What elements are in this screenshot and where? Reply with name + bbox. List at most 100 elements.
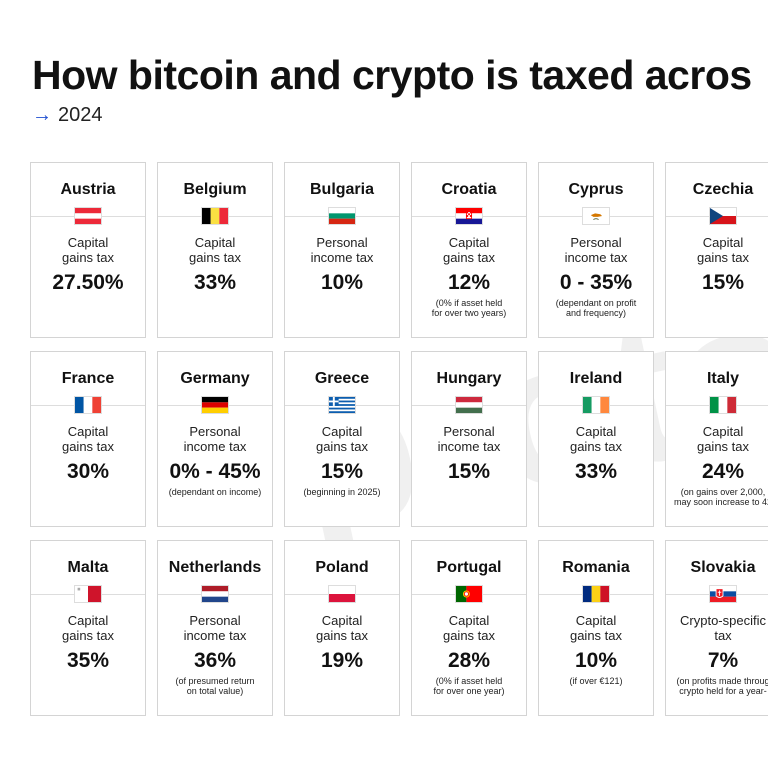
- divider: [666, 207, 768, 225]
- slovakia-flag-icon: [709, 585, 737, 603]
- tax-type: Capital gains tax: [442, 613, 496, 643]
- country-name: Germany: [180, 370, 250, 387]
- country-name: Bulgaria: [309, 181, 374, 198]
- country-card-france: France Capital gains tax 30%: [30, 351, 146, 527]
- tax-rate: 33%: [574, 460, 618, 483]
- tax-rate: 10%: [320, 271, 364, 294]
- romania-flag-icon: [582, 585, 610, 603]
- tax-type: Personal income tax: [310, 235, 374, 265]
- divider: [158, 585, 272, 603]
- country-name: Croatia: [441, 181, 497, 198]
- divider: [539, 207, 653, 225]
- divider: [412, 207, 526, 225]
- tax-type: Personal income tax: [437, 424, 501, 454]
- tax-type: Capital gains tax: [696, 424, 750, 454]
- year-label: 2024: [58, 104, 103, 126]
- croatia-flag-icon: [455, 207, 483, 225]
- tax-rate: 19%: [320, 649, 364, 672]
- tax-rate: 27.50%: [52, 271, 124, 294]
- tax-type: Personal income tax: [183, 613, 247, 643]
- country-name: Portugal: [436, 559, 502, 576]
- tax-rate: 15%: [320, 460, 364, 483]
- divider: [539, 396, 653, 414]
- tax-note: (on gains over 2,000, may soon increase …: [673, 487, 768, 507]
- tax-type: Capital gains tax: [696, 235, 750, 265]
- country-card-cyprus: Cyprus Personal income tax 0 - 35% (dependa…: [538, 162, 654, 338]
- czechia-flag-icon: [709, 207, 737, 225]
- tax-type: Personal income tax: [183, 424, 247, 454]
- divider: [31, 396, 145, 414]
- tax-type: Capital gains tax: [315, 424, 369, 454]
- country-name: Hungary: [436, 370, 502, 387]
- bulgaria-flag-icon: [328, 207, 356, 225]
- country-name: Malta: [67, 559, 109, 576]
- tax-note: (0% if asset held for over two years): [431, 298, 507, 318]
- greece-flag-icon: [328, 396, 356, 414]
- tax-type: Capital gains tax: [315, 613, 369, 643]
- tax-rate: 7%: [707, 649, 739, 672]
- divider: [31, 207, 145, 225]
- france-flag-icon: [74, 396, 102, 414]
- hungary-flag-icon: [455, 396, 483, 414]
- country-name: France: [61, 370, 115, 387]
- country-name: Cyprus: [568, 181, 624, 198]
- country-card-germany: Germany Personal income tax 0% - 45% (depen…: [157, 351, 273, 527]
- tax-rate: 28%: [447, 649, 491, 672]
- country-name: Czechia: [692, 181, 754, 198]
- italy-flag-icon: [709, 396, 737, 414]
- country-name: Italy: [706, 370, 739, 387]
- tax-rate: 0 - 35%: [559, 271, 633, 294]
- tax-type: Capital gains tax: [61, 613, 115, 643]
- country-card-ireland: Ireland Capital gains tax 33%: [538, 351, 654, 527]
- country-card-bulgaria: Bulgaria Personal income tax 10%: [284, 162, 400, 338]
- tax-rate: 15%: [701, 271, 745, 294]
- tax-note: (0% if asset held for over one year): [433, 676, 505, 696]
- country-grid: Austria Capital gains tax 27.50% Belgium Cap…: [30, 162, 768, 716]
- arrow-right-icon: →: [32, 104, 52, 126]
- divider: [158, 396, 272, 414]
- country-card-netherlands: Netherlands Personal income tax 36% (of pre…: [157, 540, 273, 716]
- country-name: Ireland: [569, 370, 623, 387]
- poland-flag-icon: [328, 585, 356, 603]
- tax-note: (dependant on income): [168, 487, 262, 497]
- tax-note: (of presumed return on total value): [175, 676, 255, 696]
- tax-note: (if over €121): [569, 676, 623, 686]
- country-name: Austria: [60, 181, 116, 198]
- tax-rate: 0% - 45%: [169, 460, 261, 483]
- divider: [31, 585, 145, 603]
- tax-rate: 10%: [574, 649, 618, 672]
- country-name: Poland: [315, 559, 369, 576]
- cyprus-flag-icon: [582, 207, 610, 225]
- page-title: How bitcoin and crypto is taxed acros: [32, 52, 752, 98]
- portugal-flag-icon: [455, 585, 483, 603]
- country-card-austria: Austria Capital gains tax 27.50%: [30, 162, 146, 338]
- ireland-flag-icon: [582, 396, 610, 414]
- tax-rate: 15%: [447, 460, 491, 483]
- tax-rate: 35%: [66, 649, 110, 672]
- divider: [285, 207, 399, 225]
- tax-note: (beginning in 2025): [303, 487, 381, 497]
- divider: [412, 585, 526, 603]
- divider: [666, 396, 768, 414]
- netherlands-flag-icon: [201, 585, 229, 603]
- tax-note: (dependant on profit and frequency): [555, 298, 637, 318]
- tax-type: Capital gains tax: [569, 424, 623, 454]
- tax-type: Capital gains tax: [61, 235, 115, 265]
- divider: [285, 396, 399, 414]
- tax-type: Capital gains tax: [442, 235, 496, 265]
- divider: [285, 585, 399, 603]
- country-card-romania: Romania Capital gains tax 10% (if over €121…: [538, 540, 654, 716]
- country-card-greece: Greece Capital gains tax 15% (beginning in …: [284, 351, 400, 527]
- divider: [666, 585, 768, 603]
- tax-type: Personal income tax: [564, 235, 628, 265]
- belgium-flag-icon: [201, 207, 229, 225]
- subtitle: → 2024: [32, 102, 103, 128]
- country-card-malta: Malta Capital gains tax 35%: [30, 540, 146, 716]
- divider: [412, 396, 526, 414]
- tax-rate: 24%: [701, 460, 745, 483]
- tax-rate: 12%: [447, 271, 491, 294]
- tax-type: Capital gains tax: [569, 613, 623, 643]
- tax-type: Capital gains tax: [61, 424, 115, 454]
- country-name: Netherlands: [168, 559, 262, 576]
- tax-type: Capital gains tax: [188, 235, 242, 265]
